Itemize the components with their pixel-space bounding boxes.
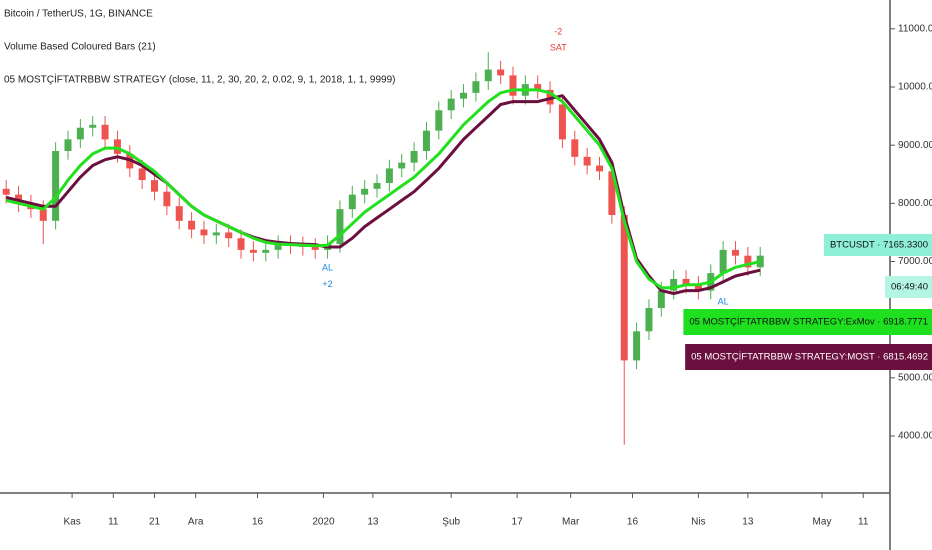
candle-body bbox=[422, 130, 430, 151]
candle-body bbox=[472, 81, 480, 93]
annotation: AL bbox=[718, 297, 729, 307]
candle-body bbox=[200, 229, 208, 236]
indicator-label: 05 MOSTÇİFTATRBBW STRATEGY (close, 11, 2… bbox=[4, 73, 395, 86]
x-tick-label: 11 bbox=[858, 517, 869, 528]
candle-body bbox=[571, 139, 579, 157]
x-tick-label: 16 bbox=[627, 517, 639, 528]
candle-body bbox=[719, 249, 727, 274]
y-tick-label: 9000.0000 bbox=[898, 140, 932, 151]
subtitle: Volume Based Coloured Bars (21) bbox=[4, 42, 156, 53]
candle-body bbox=[89, 124, 97, 128]
candle-body bbox=[596, 165, 604, 172]
candle-body bbox=[361, 188, 369, 195]
y-tick-label: 8000.0000 bbox=[898, 198, 932, 209]
y-tick-label: 5000.0000 bbox=[898, 372, 932, 383]
price-badge-label: 06:49:40 bbox=[891, 282, 928, 293]
candle-body bbox=[225, 232, 233, 239]
plot bbox=[2, 52, 764, 445]
x-tick-label: Şub bbox=[442, 517, 460, 528]
x-tick-label: Kas bbox=[63, 517, 80, 528]
candle-body bbox=[138, 168, 146, 181]
price-badge-label: 05 MOSTÇİFTATRBBW STRATEGY:ExMov · 6918.… bbox=[689, 317, 928, 328]
annotation: +2 bbox=[322, 279, 332, 289]
candle-body bbox=[2, 188, 10, 195]
candle-body bbox=[39, 209, 47, 221]
candle-body bbox=[447, 98, 455, 111]
candle-body bbox=[583, 156, 591, 166]
price-badge bbox=[823, 234, 932, 256]
candle-body bbox=[497, 69, 505, 76]
candle-body bbox=[385, 168, 393, 183]
candle-body bbox=[151, 180, 159, 192]
chart-title: Bitcoin / TetherUS, 1G, BINANCE bbox=[4, 9, 153, 20]
candle-body bbox=[212, 232, 220, 236]
price-badge bbox=[685, 344, 932, 370]
candle-body bbox=[249, 249, 257, 253]
candle-body bbox=[558, 104, 566, 140]
candle-body bbox=[348, 194, 356, 210]
candle-body bbox=[373, 182, 381, 189]
candle-body bbox=[682, 278, 690, 285]
price-badge bbox=[683, 309, 932, 335]
candle-body bbox=[188, 220, 196, 230]
candle-body bbox=[620, 214, 628, 361]
price-badge-label: 05 MOSTÇİFTATRBBW STRATEGY:MOST · 6815.4… bbox=[691, 352, 928, 363]
candle-body bbox=[509, 75, 517, 96]
annotation: -2 bbox=[554, 26, 562, 36]
candle-body bbox=[410, 150, 418, 163]
candle-body bbox=[175, 206, 183, 221]
candle-body bbox=[64, 139, 72, 151]
candle-body bbox=[398, 162, 406, 169]
y-tick-label: 10000.0000 bbox=[898, 82, 932, 93]
x-tick-label: 17 bbox=[512, 517, 524, 528]
candle-body bbox=[484, 69, 492, 82]
candle-body bbox=[52, 150, 60, 221]
candle-body bbox=[435, 110, 443, 131]
x-tick-label: 16 bbox=[252, 517, 264, 528]
annotation: SAT bbox=[550, 42, 567, 52]
x-tick-label: 21 bbox=[149, 517, 161, 528]
y-tick-label: 7000.0000 bbox=[898, 256, 932, 267]
x-tick-label: 13 bbox=[742, 517, 754, 528]
candle-body bbox=[645, 308, 653, 332]
price-badge-label: BTCUSDT · 7165.3300 bbox=[830, 240, 928, 251]
candle-body bbox=[694, 284, 702, 291]
candle-body bbox=[744, 255, 752, 268]
x-tick-label: Mar bbox=[562, 517, 580, 528]
candle-body bbox=[163, 191, 171, 207]
candle-body bbox=[274, 244, 282, 250]
candle-body bbox=[534, 84, 542, 90]
candle-body bbox=[633, 331, 641, 361]
candle-body bbox=[237, 238, 245, 250]
candle-body bbox=[608, 171, 616, 215]
x-tick-label: 2020 bbox=[312, 517, 335, 528]
candle-body bbox=[336, 209, 344, 245]
y-tick-label: 11000.0000 bbox=[898, 23, 932, 34]
candle-body bbox=[731, 249, 739, 256]
x-tick-label: Nis bbox=[691, 517, 705, 528]
x-tick-label: 13 bbox=[367, 517, 379, 528]
candle-body bbox=[76, 127, 84, 140]
candle-body bbox=[101, 124, 109, 140]
candle-body bbox=[460, 92, 468, 99]
price-badge bbox=[885, 276, 932, 298]
x-tick-label: Ara bbox=[188, 517, 204, 528]
candle-body bbox=[311, 246, 319, 250]
x-tick-label: 11 bbox=[108, 517, 119, 528]
x-tick-label: May bbox=[813, 517, 832, 528]
candle-body bbox=[262, 249, 270, 253]
candle-body bbox=[657, 290, 665, 309]
candle-body bbox=[670, 278, 678, 291]
annotation: AL bbox=[322, 262, 333, 272]
indicator-line bbox=[5, 88, 761, 290]
candle-body bbox=[756, 255, 764, 268]
y-tick-label: 4000.0000 bbox=[898, 431, 932, 442]
